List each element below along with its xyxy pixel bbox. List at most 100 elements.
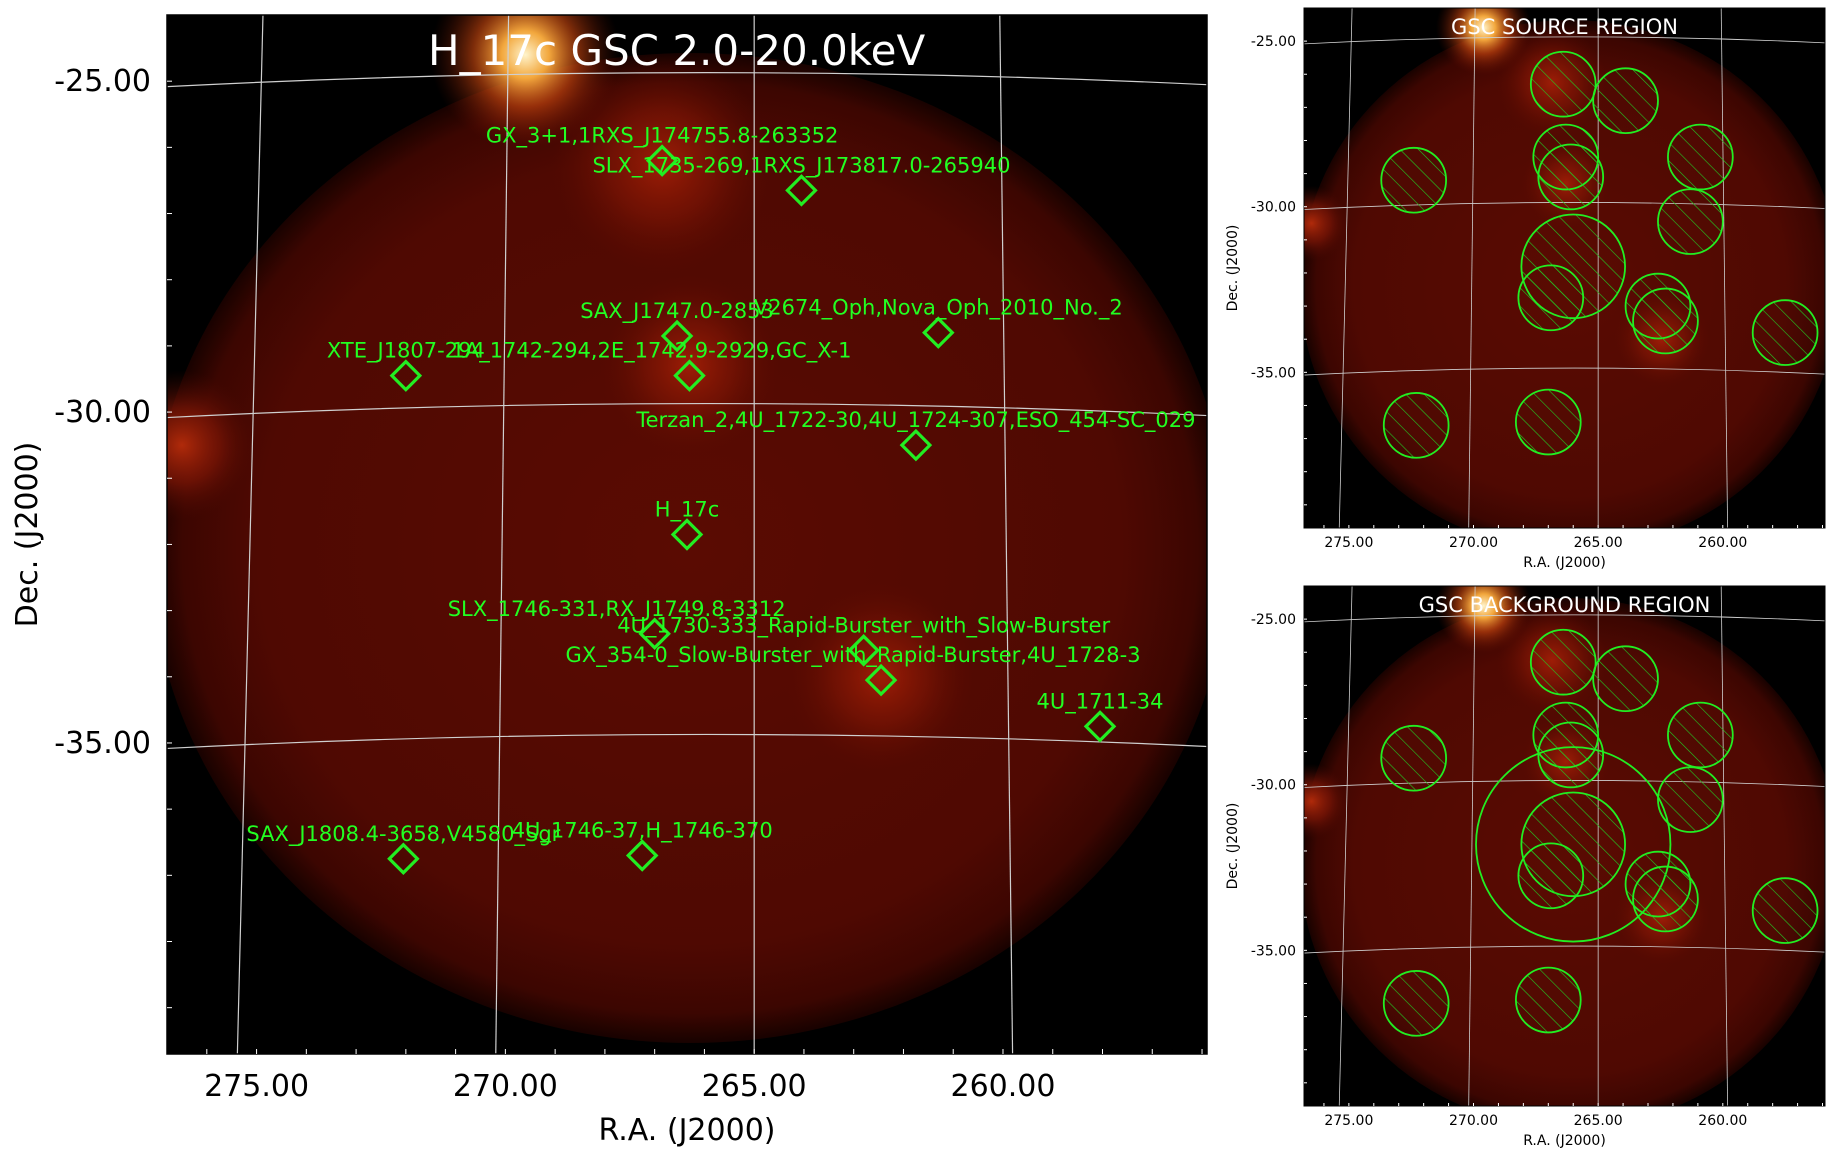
region-circle <box>1751 299 1819 366</box>
plot-frame <box>1303 585 1826 1107</box>
source-label: V2674_Oph,Nova_Oph_2010_No._2 <box>754 296 1123 321</box>
region-circle <box>1514 966 1582 1034</box>
chart-title: H_17c GSC 2.0-20.0keV <box>428 26 925 75</box>
region-circle <box>1537 721 1605 789</box>
x-axis-label: R.A. (J2000) <box>1523 1133 1606 1149</box>
source-marker <box>1083 710 1117 743</box>
emission-edge <box>1304 763 1350 839</box>
y-axis-label: Dec. (J2000) <box>1225 225 1241 312</box>
plot-area <box>1304 8 1825 528</box>
grid-line-ra <box>1720 8 1729 528</box>
emission-edge <box>167 370 257 521</box>
emission-hotspot <box>1435 8 1532 76</box>
y-tick-label: -25.00 <box>1251 612 1296 628</box>
source-marker <box>899 428 933 462</box>
source-label: GX_354-0_Slow-Burster_with_Rapid-Burster… <box>566 643 1141 668</box>
emission-hotspot <box>1435 586 1532 654</box>
x-axis-label: R.A. (J2000) <box>599 1113 776 1148</box>
source-marker <box>387 842 420 876</box>
x-tick-label: 260.00 <box>950 1069 1055 1104</box>
y-tick-label: -25.00 <box>1251 34 1296 50</box>
source-label: SAX_J1808.4-3658,V4580_Sgr <box>246 822 560 847</box>
y-tick-label: -30.00 <box>54 395 151 430</box>
source-marker <box>389 359 423 392</box>
x-tick-label: 260.00 <box>1698 535 1747 551</box>
x-tick-label: 270.00 <box>453 1069 558 1104</box>
region-circle <box>1667 123 1734 191</box>
y-tick-label: -35.00 <box>54 726 151 761</box>
chart-title: GSC BACKGROUND REGION <box>1419 593 1711 617</box>
grid-line-dec <box>1304 367 1825 376</box>
y-tick-label: -30.00 <box>1251 778 1296 794</box>
source-marker <box>625 839 659 872</box>
grid-line-dec <box>1299 1112 1830 1119</box>
region-circle <box>1380 724 1447 792</box>
source-label: GX_3+1,1RXS_J174755.8-263352 <box>486 124 838 149</box>
grid-line-ra <box>1338 8 1353 528</box>
x-tick-label: 275.00 <box>1324 1113 1373 1129</box>
region-circle <box>1667 701 1734 769</box>
region-circle <box>1514 388 1582 456</box>
source-label: SLX_1746-331,RX_J1749.8-3312 <box>448 597 786 622</box>
region-circle <box>1592 67 1659 135</box>
region-circle <box>1632 287 1699 355</box>
x-tick-label: 265.00 <box>702 1069 807 1104</box>
x-tick-label: 275.00 <box>1324 535 1373 551</box>
region-circle <box>1632 865 1699 933</box>
region-circle <box>1382 392 1450 459</box>
source-marker <box>645 144 679 177</box>
region-circle <box>1475 746 1672 943</box>
source-marker <box>785 174 818 207</box>
region-circle <box>1537 143 1605 211</box>
source-label: 4U_1730-333_Rapid-Burster_with_Slow-Burs… <box>617 613 1110 638</box>
source-label: SAX_J1747.0-2853 <box>580 299 774 324</box>
grid-line-ra <box>1720 586 1729 1106</box>
source-marker <box>864 663 898 697</box>
plot-area: GX_3+1,1RXS_J174755.8-263352 SLX_1735-269… <box>157 15 1271 1080</box>
chart-panel-0: GX_3+1,1RXS_J174755.8-263352 SLX_1735-269… <box>10 14 1271 1148</box>
emission-gx3 <box>552 53 773 274</box>
source-label: 1A_1742-294,2E_1742.9-2929,GC_X-1 <box>451 339 851 364</box>
y-tick-label: -35.00 <box>1251 365 1296 381</box>
source-label: 4U_1746-37,H_1746-370 <box>512 818 773 843</box>
source-label: SLX_1735-269,1RXS_J173817.0-265940 <box>592 153 1010 178</box>
y-tick-label: -25.00 <box>54 64 151 99</box>
source-marker <box>847 634 880 667</box>
chart-panel-1: -25.00 -30.00 -35.00 275.00 270.00 265.00 260.… <box>1225 7 1826 571</box>
region-circle <box>1517 842 1585 910</box>
grid-line-ra <box>1245 15 1271 1054</box>
y-axis-label: Dec. (J2000) <box>10 442 45 628</box>
plot-frame <box>1303 7 1826 529</box>
grid-line-dec <box>167 402 1207 419</box>
grid-line-ra <box>1338 586 1353 1106</box>
emission-gc <box>599 275 780 456</box>
grid-line-dec <box>1304 36 1825 45</box>
grid-line-ra <box>1468 8 1476 528</box>
grid-line-ra <box>999 15 1014 1054</box>
source-label: H_17c <box>655 498 720 523</box>
emission-hotspot <box>430 15 621 150</box>
y-tick-label: -30.00 <box>1251 200 1296 216</box>
grid-line-ra <box>495 15 510 1054</box>
x-tick-label: 275.00 <box>204 1069 309 1104</box>
region-circle <box>1751 877 1819 944</box>
source-label: XTE_J1807-294 <box>327 339 485 364</box>
region-circle <box>1529 628 1597 696</box>
grid-line-ra <box>236 15 264 1054</box>
grid-line-dec <box>157 1065 1217 1080</box>
grid-line-dec <box>1304 945 1825 954</box>
emission-edge <box>1304 185 1350 261</box>
source-marker <box>660 319 694 353</box>
source-label: 4U_1711-34 <box>1037 689 1164 714</box>
source-marker <box>670 518 704 551</box>
chart-panel-2: -25.00 -30.00 -35.00 275.00 270.00 265.00 260.… <box>1225 585 1830 1149</box>
region-circle <box>1380 146 1447 214</box>
x-tick-label: 260.00 <box>1698 1113 1747 1129</box>
grid-line-dec <box>1304 614 1825 623</box>
region-circle <box>1517 264 1585 332</box>
source-marker <box>922 316 955 349</box>
x-axis-label: R.A. (J2000) <box>1523 555 1606 571</box>
source-label: Terzan_2,4U_1722-30,4U_1724-307,ESO_454-… <box>635 408 1195 433</box>
region-circle <box>1382 970 1450 1037</box>
x-tick-label: 270.00 <box>1449 1113 1498 1129</box>
